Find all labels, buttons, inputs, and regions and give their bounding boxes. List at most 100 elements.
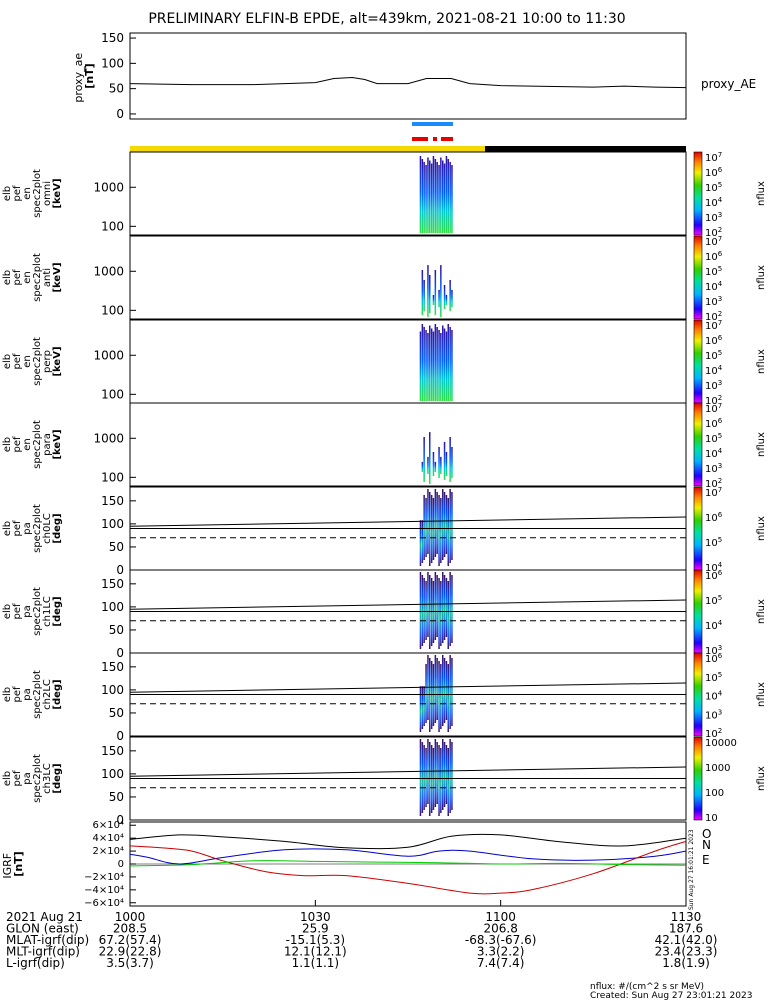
panel-ylabel: elbpefpaspec2plotch2LC[deg] [2,670,63,719]
spectrogram-panel-pa_ch2LC: elbpefpaspec2plotch2LC[deg] 150 100 50 0 106 1… [2,652,767,743]
loss-cone-line [129,599,687,610]
igrf-series-line-3 [129,860,687,867]
spectrogram-column [419,331,422,401]
spectrogram-column [425,498,427,557]
spectrogram-column [423,437,425,482]
xtick-label: 1000 [115,910,146,924]
spectrogram-column [425,581,427,640]
colorbar-tick-label: 103 [705,708,722,721]
spectrogram-column [451,447,453,478]
panel-ylabel: elbpefpaspec2plotch1LC[deg] [2,587,63,636]
igrf-ytick-label: −4×10⁴ [84,885,124,896]
legend-e: E [702,853,710,867]
spectrogram-panel-pa_ch1LC: elbpefpaspec2plotch1LC[deg] 150 100 50 0 106 1… [2,569,767,660]
xaxis-row-value: 3.3(2.2) [477,945,525,959]
spectrogram-column [423,495,425,560]
science-zone-red-bar-1 [412,137,428,141]
panel-ylabel: elbpefenspec2plotpara[keV] [2,420,63,469]
spectrogram-column [427,265,429,317]
science-zone-red-bar-2 [433,137,437,141]
spectrogram-column [447,581,449,649]
loss-cone-line [129,766,687,777]
spectrogram-column [434,270,437,315]
spectrogram-column [423,745,425,810]
spectrogram-column [447,324,449,401]
spectrogram-column [445,156,448,233]
spectrogram-column [423,578,425,643]
ytick-label: 150 [101,744,124,758]
created-stamp: Created: Sun Aug 27 23:01:21 2023 [590,991,752,1000]
colorbar-tick-label: 10000 [705,738,737,749]
spectrogram-column [449,280,451,311]
panel-ylabel: elbpefpaspec2plotch0LC[deg] [2,504,63,553]
spectrogram-column [436,575,438,637]
spectrogram-column [440,748,442,813]
ytick-label: 100 [101,517,124,531]
colorbar-tick-label: 106 [705,569,723,582]
ytick-label: 50 [109,540,124,554]
spectrogram-column [443,658,446,723]
panel-frame [129,319,687,404]
spectrogram-column [436,492,438,554]
spectrogram-column [449,572,451,646]
spectrogram-column [443,328,446,401]
spectrogram-column [436,327,438,401]
loss-cone-line [129,682,687,693]
spectrogram-column [419,156,422,233]
colorbar-tick-label: 105 [705,432,722,445]
proxy-ae-panel: 150 100 50 0 proxy_AE proxy_ae [nT] [72,31,756,121]
ytick-label: 1000 [93,431,124,445]
igrf-series-line-0 [129,833,687,850]
spectrogram-column [438,165,440,233]
spectrogram-column [423,280,425,311]
xtick-label: 1100 [485,910,516,924]
colorbar-tick-label: 104 [705,447,723,460]
ytick-label: 50 [109,706,124,720]
ytick-label: 0 [116,813,124,827]
legend-o: O [702,827,711,841]
igrf-ytick-label: 4×10⁴ [93,833,124,844]
spectrogram-column [445,745,448,804]
spectrogram-column [445,578,448,637]
spectrogram-column [438,447,440,478]
xaxis-row-value: 208.5 [113,922,147,936]
spectrogram-column [445,331,448,401]
plot-title: PRELIMINARY ELFIN-B EPDE, alt=439km, 202… [148,11,625,27]
spectrogram-column [427,157,429,233]
spectrogram-column [447,498,449,566]
spectrogram-panel-pa_ch3LC: elbpefpaspec2plotch3LC[deg] 150 100 50 0 1000… [2,736,767,827]
nflux-units-note: nflux: #/(cm^2 s sr MeV) [590,982,704,992]
colorbar-label: nflux [756,766,767,791]
colorbar-tick-label: 104 [705,690,723,703]
colorbar-tick-label: 103 [705,462,722,475]
spectrogram-column [449,162,451,233]
spectrogram-column [421,324,424,401]
spectrogram-column [425,165,427,233]
eclipse-black-bar [485,146,686,152]
sunlit-yellow-bar [130,146,485,152]
igrf-ylabel: IGRF [nT] [1,849,25,878]
proxy-ae-ylabel: proxy_ae [nT] [72,49,96,102]
status-bars [130,122,686,152]
spectrogram-column [445,452,448,476]
spectrogram-column [429,160,431,233]
colorbar-tick-label: 106 [705,417,723,430]
spectrogram-column [440,456,442,474]
spectrogram-column [421,575,424,646]
panel-frame [129,235,687,320]
spectrogram-column [423,686,425,726]
spectrogram-column [451,575,453,643]
igrf-ytick-label: 6×10⁴ [93,820,124,831]
colorbar-tick-label: 10 [705,813,718,824]
colorbar-tick-label: 103 [705,295,722,308]
spectrogram-column [442,739,444,810]
proxy-ae-ytick-label: 50 [109,82,124,96]
xaxis-row-value: 7.4(7.4) [477,956,525,970]
colorbar-label: nflux [756,265,767,290]
colorbar-tick-label: 105 [705,265,722,278]
proxy-ae-legend-label: proxy_AE [701,77,756,91]
ytick-label: 100 [101,387,124,401]
colorbar-tick-label: 106 [705,166,723,179]
legend-n: N [702,838,711,852]
colorbar-tick-label: 103 [705,379,722,392]
